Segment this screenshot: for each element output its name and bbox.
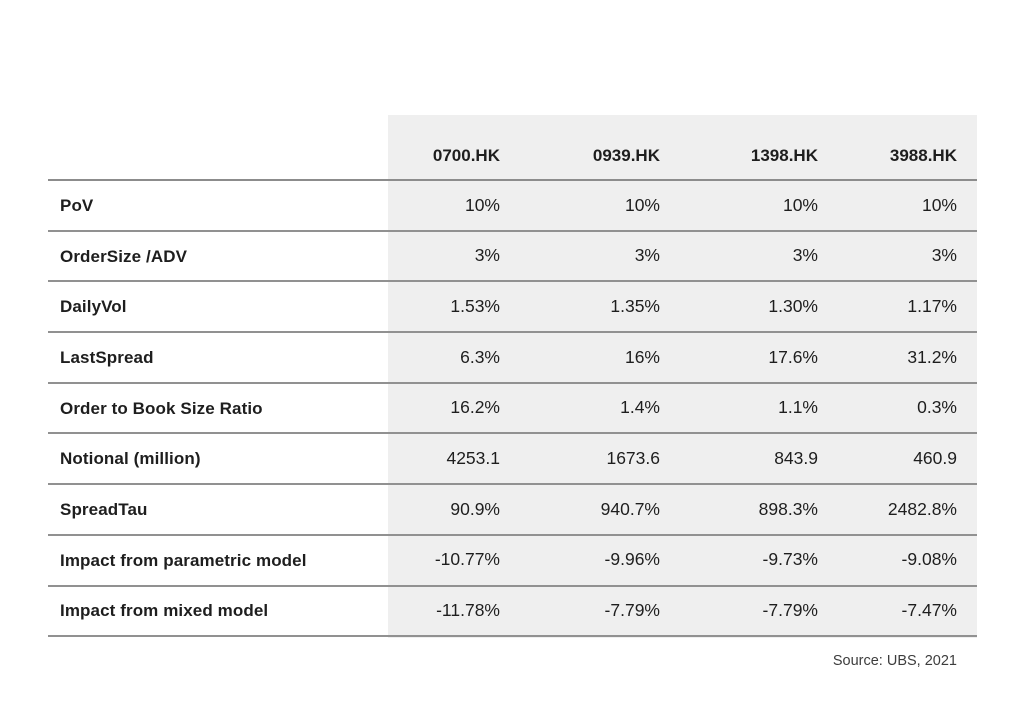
table-header-row: 0700.HK 0939.HK 1398.HK 3988.HK xyxy=(48,115,977,181)
value-cell: 3% xyxy=(792,245,818,266)
value-cell: 1.53% xyxy=(450,295,500,316)
table-row: LastSpread 6.3% 16% 17.6% 31.2% xyxy=(48,333,977,384)
column-header: 3988.HK xyxy=(889,145,957,165)
value-cell: 1.17% xyxy=(907,295,957,316)
value-cell: -9.73% xyxy=(762,549,818,570)
column-header: 0939.HK xyxy=(592,145,660,165)
value-cell: 1.1% xyxy=(778,397,818,418)
source-note: Source: UBS, 2021 xyxy=(832,653,957,669)
value-columns-shaded-background xyxy=(388,115,977,638)
row-label: Impact from parametric model xyxy=(60,550,307,570)
table-row: Notional (million) 4253.1 1673.6 843.9 460.9 xyxy=(48,434,977,486)
value-cell: 1.30% xyxy=(768,295,818,316)
value-cell: 4253.1 xyxy=(446,448,500,469)
value-cell: 6.3% xyxy=(460,346,500,367)
value-cell: 460.9 xyxy=(913,448,957,469)
value-cell: 16.2% xyxy=(450,397,500,418)
value-cell: 843.9 xyxy=(774,448,818,469)
row-label: OrderSize /ADV xyxy=(60,246,188,266)
value-cell: 1.35% xyxy=(610,295,660,316)
table-body: PoV 10% 10% 10% 10% OrderSize /ADV 3% 3% 3% 3% Dai… xyxy=(48,181,977,638)
row-label: LastSpread xyxy=(60,347,154,367)
value-cell: 940.7% xyxy=(600,498,660,519)
value-cell: -7.79% xyxy=(604,600,660,621)
value-cell: 3% xyxy=(634,245,660,266)
cost-model-table: 0700.HK 0939.HK 1398.HK 3988.HK PoV 10% 10% 10… xyxy=(48,115,977,638)
table-row: Order to Book Size Ratio 16.2% 1.4% 1.1% 0.3… xyxy=(48,384,977,435)
value-cell: 3% xyxy=(474,245,500,266)
value-cell: 10% xyxy=(782,194,818,215)
table-row: PoV 10% 10% 10% 10% xyxy=(48,181,977,232)
value-cell: 2482.8% xyxy=(887,498,957,519)
value-cell: -9.08% xyxy=(901,549,957,570)
value-cell: -9.96% xyxy=(604,549,660,570)
value-cell: 17.6% xyxy=(768,346,818,367)
value-cell: 898.3% xyxy=(758,498,818,519)
row-label: Impact from mixed model xyxy=(60,601,269,621)
table-row: SpreadTau 90.9% 940.7% 898.3% 2482.8% xyxy=(48,485,977,536)
value-cell: -7.79% xyxy=(762,600,818,621)
value-cell: 0.3% xyxy=(917,397,957,418)
table-row: Impact from mixed model -11.78% -7.79% -7.7… xyxy=(48,587,977,638)
column-header: 0700.HK xyxy=(432,145,500,165)
table-row: Impact from parametric model -10.77% -9.96… xyxy=(48,536,977,587)
row-label: Order to Book Size Ratio xyxy=(60,398,263,418)
value-cell: 1673.6 xyxy=(606,448,660,469)
row-label: Notional (million) xyxy=(60,449,201,469)
value-cell: 31.2% xyxy=(907,346,957,367)
value-cell: 10% xyxy=(921,194,957,215)
row-label: PoV xyxy=(60,195,94,215)
table-row: OrderSize /ADV 3% 3% 3% 3% xyxy=(48,232,977,283)
column-header: 1398.HK xyxy=(750,145,818,165)
value-cell: 16% xyxy=(624,346,660,367)
value-cell: -11.78% xyxy=(436,600,500,621)
value-cell: 1.4% xyxy=(620,397,660,418)
row-label: SpreadTau xyxy=(60,499,148,519)
value-cell: -10.77% xyxy=(434,549,500,570)
value-cell: 3% xyxy=(931,245,957,266)
value-cell: 10% xyxy=(464,194,500,215)
value-cell: 90.9% xyxy=(450,498,500,519)
row-label: DailyVol xyxy=(60,297,127,317)
value-cell: 10% xyxy=(624,194,660,215)
value-cell: -7.47% xyxy=(901,600,957,621)
table-row: DailyVol 1.53% 1.35% 1.30% 1.17% xyxy=(48,282,977,334)
